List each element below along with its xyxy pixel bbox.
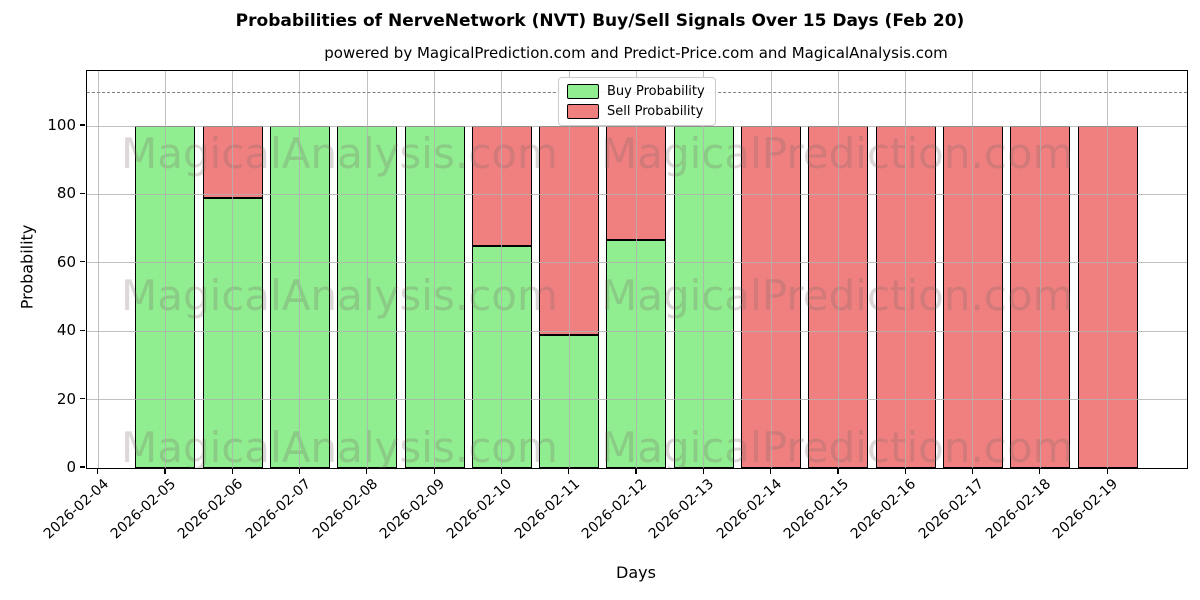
gridline-horizontal xyxy=(87,399,1187,401)
legend-item: Sell Probability xyxy=(567,104,705,119)
gridline-vertical xyxy=(568,71,570,468)
gridline-horizontal xyxy=(87,193,1187,195)
x-tick-mark xyxy=(904,468,906,474)
y-tick-mark xyxy=(79,261,85,263)
x-tick-mark xyxy=(971,468,974,474)
x-tick-mark xyxy=(1106,468,1108,474)
x-tick-label: 2026-02-04 xyxy=(40,476,112,543)
x-tick-label: 2026-02-06 xyxy=(175,476,247,543)
y-tick-label: 0 xyxy=(66,458,76,476)
x-tick-mark xyxy=(702,468,704,474)
x-tick-label: 2026-02-13 xyxy=(646,476,718,543)
x-tick-label: 2026-02-17 xyxy=(915,476,987,543)
gridline-vertical xyxy=(299,71,301,468)
gridline-vertical xyxy=(232,71,234,468)
y-tick-mark xyxy=(79,192,85,195)
gridline-vertical xyxy=(366,71,368,468)
legend-item: Buy Probability xyxy=(567,84,705,99)
x-tick-label: 2026-02-10 xyxy=(444,476,516,543)
y-tick-label: 60 xyxy=(56,252,76,271)
watermark-text: MagicalPrediction.com xyxy=(601,271,1074,320)
x-tick-mark xyxy=(231,468,233,474)
x-tick-label: 2026-02-08 xyxy=(309,476,381,543)
gridline-vertical xyxy=(972,71,974,468)
y-tick-mark xyxy=(79,124,85,126)
x-tick-mark xyxy=(837,468,839,474)
x-tick-mark xyxy=(97,468,99,474)
watermark-text: MagicalPrediction.com xyxy=(601,129,1074,178)
y-tick-mark xyxy=(79,397,85,400)
x-tick-mark xyxy=(770,468,772,474)
gridline-vertical xyxy=(703,71,705,468)
y-tick-mark xyxy=(79,329,85,331)
x-tick-mark xyxy=(568,468,570,474)
gridline-vertical xyxy=(434,71,435,468)
legend-label: Sell Probability xyxy=(607,104,704,119)
x-tick-label: 2026-02-15 xyxy=(780,476,853,543)
gridline-horizontal xyxy=(87,125,1187,127)
gridline-vertical xyxy=(1039,71,1041,468)
chart-title: Probabilities of NerveNetwork (NVT) Buy/… xyxy=(235,11,965,31)
gridline-vertical xyxy=(770,71,772,468)
y-tick-mark xyxy=(79,466,85,468)
legend-label: Buy Probability xyxy=(607,84,705,99)
legend-swatch xyxy=(567,104,599,119)
watermark-text: MagicalAnalysis.com xyxy=(121,271,558,320)
y-tick-label: 80 xyxy=(56,184,76,203)
x-tick-label: 2026-02-12 xyxy=(578,476,651,543)
x-tick-mark xyxy=(433,468,435,474)
legend: Buy Probability Sell Probability xyxy=(558,77,716,126)
gridline-vertical xyxy=(905,71,907,468)
watermark-text: MagicalAnalysis.com xyxy=(121,423,558,469)
y-tick-label: 100 xyxy=(47,116,76,135)
y-tick-label: 40 xyxy=(56,321,76,340)
x-tick-mark xyxy=(1039,468,1041,474)
watermark-text: MagicalAnalysis.com xyxy=(121,129,558,178)
x-tick-label: 2026-02-11 xyxy=(511,476,583,543)
x-tick-label: 2026-02-16 xyxy=(848,476,920,543)
y-tick-label: 20 xyxy=(56,389,76,408)
x-tick-label: 2026-02-14 xyxy=(713,476,785,543)
watermark-text: MagicalPrediction.com xyxy=(601,423,1074,469)
x-tick-mark xyxy=(635,468,637,474)
legend-swatch xyxy=(567,84,599,99)
gridline-vertical xyxy=(97,71,99,468)
gridline-vertical xyxy=(501,71,503,468)
x-tick-label: 2026-02-18 xyxy=(982,476,1054,543)
x-tick-mark xyxy=(366,468,368,474)
plot-area: Buy Probability Sell Probability MagicalA… xyxy=(86,70,1188,469)
gridline-horizontal xyxy=(87,330,1187,332)
x-tick-mark xyxy=(164,468,166,474)
x-tick-mark xyxy=(500,468,503,474)
x-tick-mark xyxy=(298,468,301,474)
gridline-vertical xyxy=(1107,71,1108,468)
x-tick-label: 2026-02-07 xyxy=(242,476,314,543)
x-tick-label: 2026-02-09 xyxy=(377,476,449,543)
gridline-vertical xyxy=(635,71,637,468)
chart-subtitle: powered by MagicalPrediction.com and Pre… xyxy=(324,44,948,62)
x-tick-label: 2026-02-05 xyxy=(107,476,180,543)
x-axis-label: Days xyxy=(616,563,656,582)
gridline-horizontal xyxy=(87,262,1187,264)
x-tick-label: 2026-02-19 xyxy=(1050,476,1122,543)
gridline-vertical xyxy=(164,71,166,468)
gridline-vertical xyxy=(837,71,839,468)
